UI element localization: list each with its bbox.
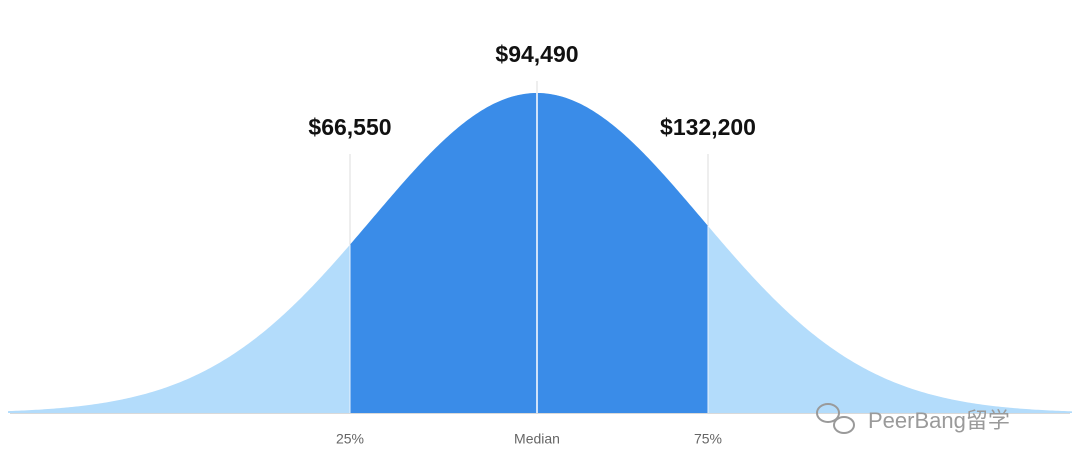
value-label: $94,490	[495, 41, 578, 67]
value-label: $132,200	[660, 114, 756, 140]
curve-inner	[350, 93, 708, 413]
value-label: $66,550	[308, 114, 391, 140]
category-label: 25%	[336, 431, 364, 447]
watermark-icon	[816, 403, 855, 434]
category-label: Median	[514, 431, 560, 447]
watermark: PeerBang留学	[868, 408, 1010, 433]
category-label: 75%	[694, 431, 722, 447]
